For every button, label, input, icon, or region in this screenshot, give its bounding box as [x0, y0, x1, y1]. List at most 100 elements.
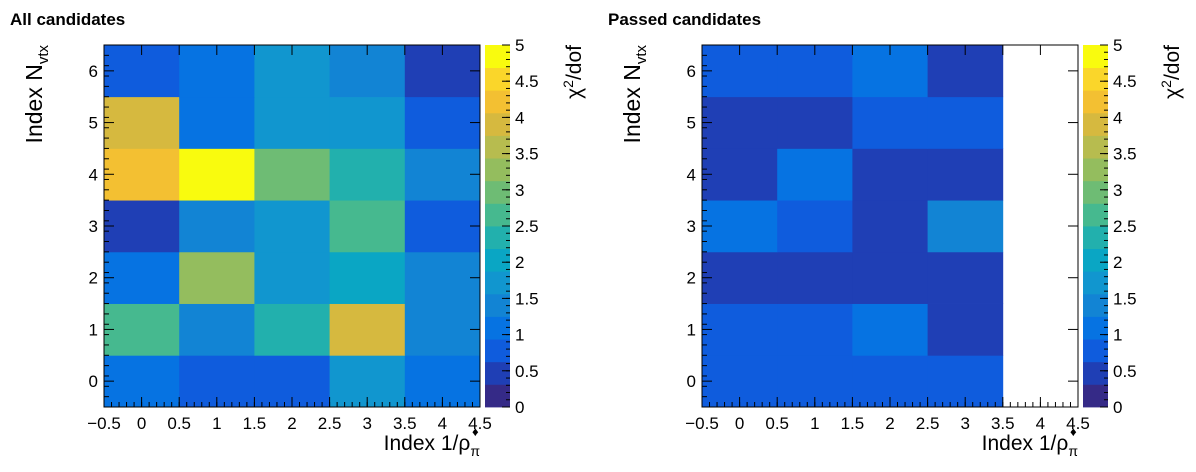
heatmap-cell	[104, 303, 180, 356]
x-tick-label: 1.5	[841, 414, 865, 433]
heatmap-cell	[702, 96, 778, 149]
y-tick-label: 4	[687, 165, 696, 184]
x-tick-label: 3	[362, 414, 371, 433]
colorbar-segment	[485, 226, 510, 250]
chart-title: All candidates	[10, 10, 126, 29]
heatmap-cell	[104, 251, 180, 304]
y-tick-label: 2	[687, 269, 696, 288]
colorbar-segment	[485, 293, 510, 317]
colorbar-segment	[485, 339, 510, 363]
x-tick-label: 2	[885, 414, 894, 433]
colorbar-tick-label: 4	[1113, 108, 1122, 127]
heatmap-cell	[927, 148, 1004, 201]
x-tick-label: 2.5	[916, 414, 940, 433]
heatmap-cell	[777, 96, 853, 149]
y-tick-label: 3	[687, 217, 696, 236]
heatmap-cell	[777, 148, 853, 201]
colorbar-segment	[1083, 226, 1108, 250]
x-axis-title: Index 1/ρπ♦	[982, 424, 1079, 459]
x-tick-label: 2	[287, 414, 296, 433]
heatmap-cell	[329, 148, 406, 201]
colorbar-segment	[485, 384, 510, 408]
colorbar-segment	[485, 271, 510, 295]
colorbar-segment	[1083, 112, 1108, 136]
chart-title: Passed candidates	[608, 10, 762, 29]
x-tick-label: 0.5	[167, 414, 191, 433]
colorbar-tick-label: 2	[515, 253, 524, 272]
heatmap-cell	[329, 303, 406, 356]
colorbar-tick-label: 4.5	[515, 72, 539, 91]
colorbar-segment	[1083, 67, 1108, 91]
x-tick-label: 3.5	[393, 414, 417, 433]
colorbar-segment	[485, 361, 510, 385]
colorbar-segment	[1083, 45, 1108, 69]
colorbar-segment	[485, 45, 510, 69]
heatmap-cell	[927, 303, 1004, 356]
x-tick-label: 4.5	[468, 414, 492, 433]
colorbar-segment	[1083, 384, 1108, 408]
x-tick-label: 0	[735, 414, 744, 433]
x-axis-title: Index 1/ρπ♦	[384, 424, 481, 459]
heatmap-cell	[179, 303, 255, 356]
heatmap-cell	[702, 303, 778, 356]
heatmap-cell	[254, 96, 330, 149]
colorbar-segment	[485, 67, 510, 91]
heatmap-cell	[852, 96, 928, 149]
x-tick-label: −0.5	[685, 414, 719, 433]
x-tick-label: 3.5	[991, 414, 1015, 433]
colorbar-tick-label: 0.5	[1113, 362, 1137, 381]
colorbar-tick-label: 2	[1113, 253, 1122, 272]
y-tick-label: 6	[687, 62, 696, 81]
colorbar-tick-label: 1.5	[515, 289, 539, 308]
x-tick-label: 4	[1036, 414, 1045, 433]
heatmap-cell	[179, 148, 255, 201]
x-tick-label: 2.5	[318, 414, 342, 433]
colorbar-segment	[485, 180, 510, 204]
colorbar-tick-label: 1	[1113, 326, 1122, 345]
colorbar-segment	[1083, 180, 1108, 204]
colorbar-tick-label: 3	[515, 181, 524, 200]
colorbar-segment	[485, 135, 510, 159]
heatmap-cell	[329, 200, 406, 253]
heatmap-cell	[404, 96, 481, 149]
x-tick-label: −0.5	[87, 414, 121, 433]
colorbar-segment	[1083, 271, 1108, 295]
colorbar-tick-label: 4	[515, 108, 524, 127]
x-tick-label: 0	[137, 414, 146, 433]
x-tick-label: 4.5	[1066, 414, 1090, 433]
y-axis-title: Index Nvtx	[21, 45, 52, 144]
y-tick-label: 5	[89, 114, 98, 133]
colorbar	[1083, 45, 1108, 408]
colorbar-tick-label: 0	[515, 398, 524, 417]
colorbar-tick-label: 0.5	[515, 362, 539, 381]
y-tick-label: 3	[89, 217, 98, 236]
colorbar-segment	[485, 112, 510, 136]
heatmap-cell	[702, 251, 778, 304]
colorbar-tick-label: 3	[1113, 181, 1122, 200]
heatmap-cell	[927, 200, 1004, 253]
y-tick-label: 4	[89, 165, 98, 184]
colorbar-segment	[1083, 248, 1108, 272]
heatmap-cell	[104, 148, 180, 201]
heatmap-cell	[702, 200, 778, 253]
heatmap-cell	[852, 303, 928, 356]
heatmap-cell	[254, 251, 330, 304]
colorbar-title: χ2/dof	[560, 45, 586, 99]
colorbar-tick-label: 5	[1113, 36, 1122, 55]
x-tick-label: 3	[960, 414, 969, 433]
heatmap-cell	[179, 200, 255, 253]
heatmap-cell	[404, 303, 481, 356]
heatmap-cell	[254, 200, 330, 253]
colorbar-tick-label: 0	[1113, 398, 1122, 417]
heatmap-cell	[179, 251, 255, 304]
colorbar-segment	[485, 90, 510, 114]
heatmap-cell	[254, 148, 330, 201]
colorbar-segment	[485, 203, 510, 227]
colorbar-tick-label: 3.5	[515, 145, 539, 164]
heatmap-cell	[329, 251, 406, 304]
colorbar-title: χ2/dof	[1158, 45, 1184, 99]
heatmap-cell	[777, 200, 853, 253]
colorbar-tick-label: 2.5	[1113, 217, 1137, 236]
heatmap-cell	[179, 96, 255, 149]
y-tick-label: 0	[687, 372, 696, 391]
